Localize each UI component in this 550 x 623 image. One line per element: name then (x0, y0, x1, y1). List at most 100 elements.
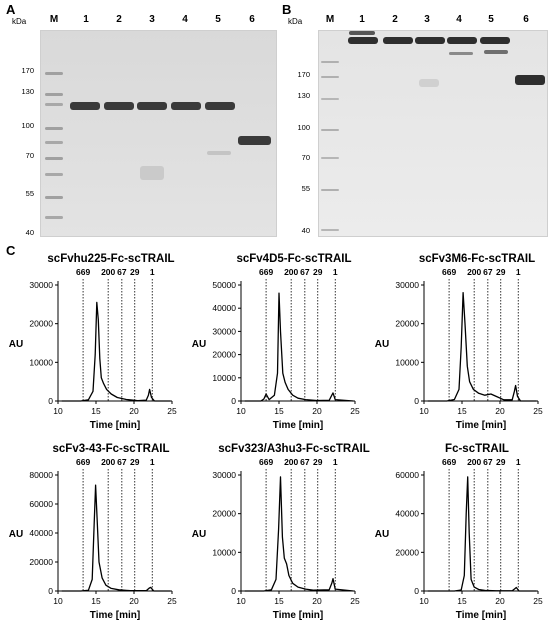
chart-5-standard-label: 1 (516, 457, 521, 467)
chart-1-y-tick-label: 30000 (212, 326, 236, 336)
chart-4-x-tick-label: 10 (236, 596, 246, 606)
chart-0-standard-label: 1 (150, 267, 155, 277)
chart-0-y-tick-label: 30000 (29, 280, 53, 290)
gel-a-kda-label: kDa (12, 17, 27, 26)
gel-a: kDa M 1 2 3 4 5 6 170 130 100 70 55 40 (0, 0, 280, 240)
ladder-band (45, 196, 63, 199)
gel-b-mw-130: 130 (297, 91, 310, 100)
chart-3-trace (61, 484, 171, 592)
chart-0-standard-label: 67 (117, 267, 127, 277)
chart-5-standard-label: 67 (483, 457, 493, 467)
chart-0-ylabel: AU (9, 339, 23, 350)
chart-4-standard-label: 1 (333, 457, 338, 467)
chart-1-title: scFv4D5-Fc-scTRAIL (236, 253, 351, 265)
chart-1-x-tick-label: 25 (350, 406, 360, 416)
chart-2-y-tick-label: 20000 (395, 319, 419, 329)
ladder-band (45, 103, 63, 106)
gel-a-band-lane-1 (70, 102, 100, 110)
gel-b-band-lane-3 (415, 37, 445, 44)
chart-0-standard-label: 200 (101, 267, 115, 277)
chart-4-trace (244, 476, 354, 592)
ladder-band (45, 127, 63, 130)
chart-2-xlabel: Time [min] (456, 420, 506, 431)
gel-b-lane-6: 6 (523, 14, 529, 25)
gel-a-band-lane-2 (104, 102, 134, 110)
chart-1-y-tick-label: 50000 (212, 280, 236, 290)
ladder-band (45, 72, 63, 75)
chart-4-y-tick-label: 10000 (212, 547, 236, 557)
chart-0-y-tick-label: 0 (48, 396, 53, 406)
chart-3-xlabel: Time [min] (90, 610, 140, 621)
chart-3-y-tick-label: 80000 (29, 470, 53, 480)
chart-5-ylabel: AU (375, 529, 389, 540)
ladder-band (45, 141, 63, 144)
gel-b-band-lane-1-top (349, 31, 375, 35)
gel-b-kda-label: kDa (288, 17, 303, 26)
gel-b-band-lane-5 (480, 37, 510, 44)
chart-3-y-tick-label: 40000 (29, 528, 53, 538)
chart-1-xlabel: Time [min] (273, 420, 323, 431)
chart-3-standard-label: 200 (101, 457, 115, 467)
gel-a-lane-5: 5 (215, 14, 221, 25)
gel-a-mw-55: 55 (25, 189, 34, 198)
chart-3-standard-label: 29 (130, 457, 140, 467)
gel-b-faint-band (419, 79, 439, 87)
chart-2-x-tick-label: 20 (495, 406, 505, 416)
gel-a-mw-70: 70 (25, 151, 34, 160)
chart-1-standard-label: 29 (313, 267, 323, 277)
chart-1-x-tick-label: 10 (236, 406, 246, 416)
gel-b-lane-3: 3 (424, 14, 430, 25)
chart-1-y-tick-label: 10000 (212, 373, 236, 383)
chart-4-standard-label: 200 (284, 457, 298, 467)
ladder-band (45, 173, 63, 176)
chart-5-y-tick-label: 60000 (395, 470, 419, 480)
gel-b-band-lane-4 (447, 37, 477, 44)
gel-b-mw-170: 170 (297, 70, 310, 79)
chart-0-standard-label: 29 (130, 267, 140, 277)
chart-1-standard-label: 67 (300, 267, 310, 277)
chart-0-x-tick-label: 20 (129, 406, 139, 416)
sec-chart-scfv4d5: scFv4D5-Fc-scTRAIL 0 10000 20000 30000 40000 5… (192, 253, 360, 431)
chart-4-title: scFv323/A3hu3-Fc-scTRAIL (218, 443, 369, 455)
chart-1-x-tick-label: 20 (312, 406, 322, 416)
chart-2-y-tick-label: 0 (414, 396, 419, 406)
chart-4-y-tick-label: 30000 (212, 470, 236, 480)
chart-0-title: scFvhu225-Fc-scTRAIL (47, 253, 174, 265)
gel-a-image (40, 30, 277, 237)
gel-a-band-lane-3 (137, 102, 167, 110)
gel-b-band-lane-6 (515, 75, 545, 85)
gel-b-mw-100: 100 (297, 123, 310, 132)
gel-a-mw-40: 40 (25, 228, 34, 237)
sec-chart-scfv323: scFv323/A3hu3-Fc-scTRAIL 0 10000 20000 30000… (192, 443, 370, 621)
chart-2-x-tick-label: 10 (419, 406, 429, 416)
sec-chart-scfvhu225: scFvhu225-Fc-scTRAIL 0 10000 20000 30000 10 15… (9, 253, 177, 431)
gel-b-lane-1: 1 (359, 14, 365, 25)
chart-3-standard-label: 1 (150, 457, 155, 467)
chart-0-trace (61, 301, 171, 402)
gel-b-image (318, 30, 548, 237)
ladder-band (321, 129, 339, 131)
chart-0-y-tick-label: 10000 (29, 357, 53, 367)
gel-b-mw-55: 55 (301, 184, 310, 193)
chart-0-xlabel: Time [min] (90, 420, 140, 431)
sec-chart-fc-sctrail: Fc-scTRAIL 0 20000 40000 60000 10 15 20 25 AU Time… (375, 443, 543, 621)
gel-b-mw-40: 40 (301, 226, 310, 235)
chart-5-y-tick-label: 20000 (395, 547, 419, 557)
ladder-band (45, 157, 63, 160)
gel-b-lane-m: M (325, 14, 335, 25)
chart-1-ylabel: AU (192, 339, 206, 350)
chart-3-x-tick-label: 15 (91, 596, 101, 606)
chart-4-y-tick-label: 0 (231, 586, 236, 596)
chart-4-standard-label: 29 (313, 457, 323, 467)
chart-5-xlabel: Time [min] (456, 610, 506, 621)
chart-5-standard-label: 29 (496, 457, 506, 467)
chart-2-y-tick-label: 30000 (395, 280, 419, 290)
chart-2-x-tick-label: 15 (457, 406, 467, 416)
chart-2-trace (427, 292, 537, 402)
gel-a-lane-4: 4 (182, 14, 188, 25)
chart-3-y-tick-label: 20000 (29, 557, 53, 567)
ladder-band (45, 93, 63, 96)
chart-2-standard-label: 29 (496, 267, 506, 277)
gel-b-lane-4: 4 (456, 14, 462, 25)
chart-5-standard-label: 669 (442, 457, 456, 467)
